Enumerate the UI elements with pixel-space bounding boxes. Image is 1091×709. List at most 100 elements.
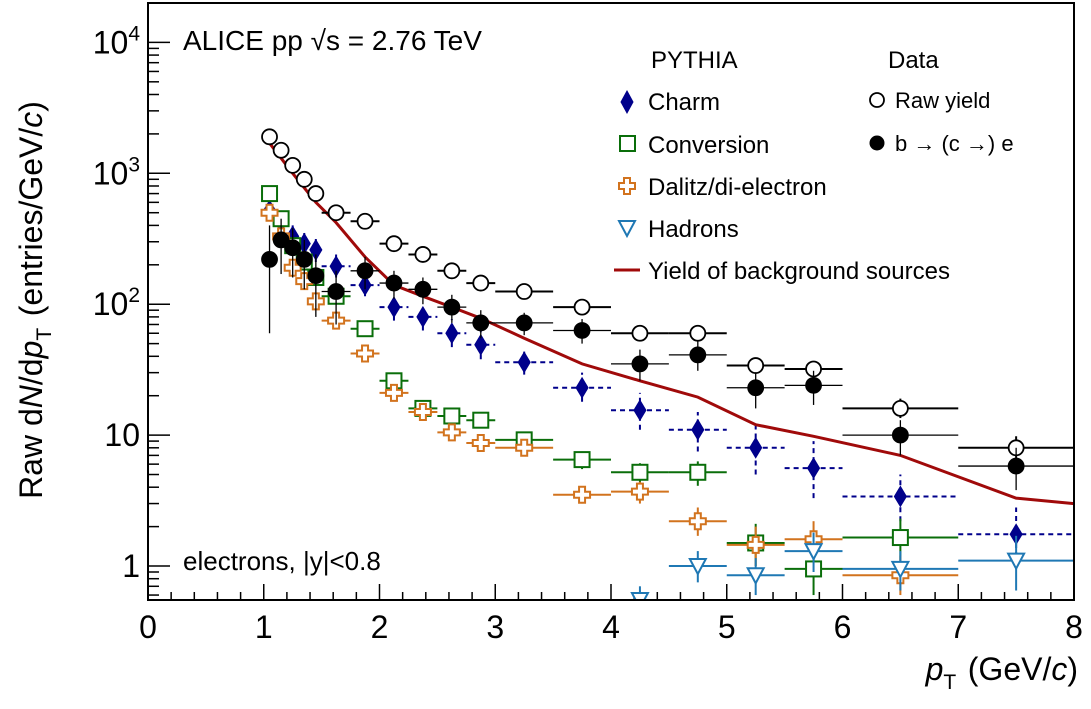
series-hadrons [611,532,1074,600]
data-point [746,567,766,586]
data-point [575,376,589,399]
y-axis-title: Raw dN/dpT (entries/GeV/c) [13,101,56,499]
data-point [261,250,278,268]
data-point [307,185,325,202]
data-point [893,485,907,508]
data-point [803,543,824,562]
legend-marker-hadrons [617,220,637,239]
data-point [891,529,909,547]
data-point [573,322,591,339]
data-point [515,283,533,300]
data-point [272,231,290,249]
data-point [260,203,279,222]
data-point [416,305,430,328]
y-tick-label: 102 [93,284,140,322]
x-tick-label: 4 [602,609,620,645]
data-point [472,274,490,292]
data-point [573,298,591,316]
data-point [272,141,290,159]
data-point [806,457,821,480]
data-point [284,156,302,174]
data-point [747,379,765,397]
data-point [891,399,909,417]
data-point [414,246,432,263]
x-tick-label: 2 [371,609,389,645]
data-point [385,274,403,292]
data-point [442,423,461,442]
data-point [1006,552,1026,571]
legend-label-beauty: b → (c →) e [895,131,1014,156]
x-tick-label: 6 [834,609,852,645]
data-point [472,314,490,332]
series-charm [262,199,1074,567]
legend-header-pythia: PYTHIA [651,47,738,74]
y-axis-title-text: Raw dN/dpT (entries/GeV/c) [13,101,56,499]
data-point [805,376,822,394]
x-tick-label: 7 [949,609,967,645]
data-layer [260,128,1074,626]
legend-marker-raw-yield [869,92,885,108]
data-point [515,438,534,457]
data-point [1009,611,1024,626]
data-point [443,298,461,316]
data-point [517,351,531,374]
data-point [1007,457,1025,475]
legend-marker-beauty [869,135,885,151]
y-tick-label: 103 [93,153,140,191]
data-point [307,267,325,285]
x-tick-label: 5 [718,609,736,645]
data-point [688,512,707,531]
x-tick-label: 3 [486,609,504,645]
data-point [356,320,374,338]
x-tick-label: 0 [139,609,157,645]
legend-marker-conversion [619,135,636,152]
data-point [387,296,401,319]
data-point [327,283,345,300]
y-tick-label: 1 [122,548,140,584]
selection-annotation: electrons, |y|<0.8 [183,546,381,576]
data-point [573,485,592,504]
legend-marker-dalitz [618,177,636,195]
data-point [356,212,374,230]
data-point [385,235,403,253]
legend-header-data: Data [888,47,939,74]
data-point [630,592,650,600]
legend-label-conversion: Conversion [648,132,769,159]
series-b-c-e [261,218,1074,491]
y-tick-label: 10 [104,417,140,453]
data-point [689,346,707,364]
data-point [515,314,533,332]
x-axis-title-text: pT (GeV/c) [925,651,1078,694]
data-point [356,262,374,280]
legend-marker-charm [620,89,634,115]
data-point [443,407,461,425]
data-point [689,463,707,481]
data-point [631,324,649,342]
data-point [890,560,911,580]
data-point [474,333,488,356]
data-point [573,451,591,469]
data-point [413,403,432,422]
legend-label-background: Yield of background sources [648,258,950,285]
legend-label-hadrons: Hadrons [648,216,739,243]
legend-label-raw-yield: Raw yield [895,88,990,113]
legend: PYTHIA Data Charm Conversion Dalitz/di-e… [614,47,1014,285]
data-point [631,463,649,481]
chart-title: ALICE pp √s = 2.76 TeV [183,25,482,56]
data-point [443,262,461,280]
data-point [746,535,765,554]
x-tick-label: 8 [1065,609,1083,645]
data-point [633,399,647,422]
data-point [295,250,313,268]
data-point [471,434,490,453]
data-point [295,170,313,188]
data-point [689,324,707,342]
data-point [261,128,278,146]
data-point [749,436,763,459]
x-axis-title: pT (GeV/c) [925,651,1078,694]
plot-frame [147,2,1075,601]
data-point [630,482,649,501]
data-point [688,558,708,577]
